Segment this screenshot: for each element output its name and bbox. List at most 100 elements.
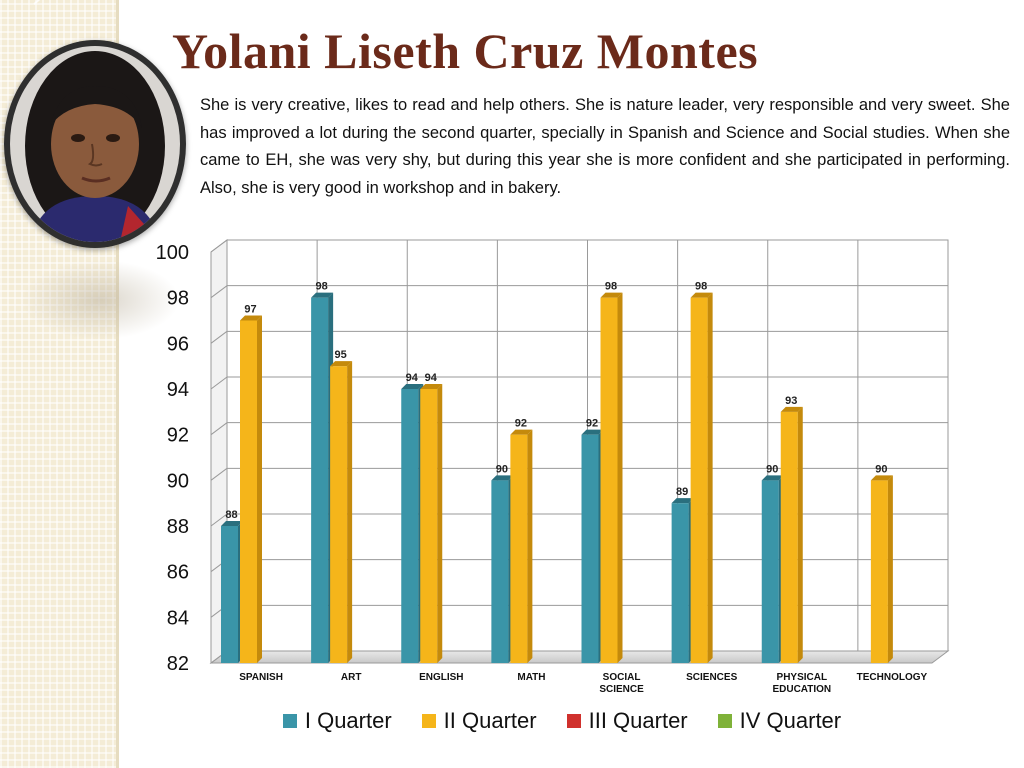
bar-side <box>527 429 533 663</box>
legend-swatch-q3 <box>566 714 581 728</box>
chart-legend: I Quarter II Quarter III Quarter IV Quar… <box>0 708 1024 734</box>
x-tick-label: MATH <box>517 672 545 683</box>
bar-front <box>761 480 779 663</box>
bar <box>581 429 604 663</box>
data-label: 98 <box>605 281 617 293</box>
y-tick-label: 90 <box>167 470 189 492</box>
data-label: 94 <box>425 372 438 384</box>
data-label: 92 <box>515 418 527 430</box>
bar-top <box>671 498 694 504</box>
decorative-glow <box>20 260 180 340</box>
bar-front <box>690 297 708 663</box>
bar-front <box>221 526 238 663</box>
bar-side <box>797 406 803 663</box>
gridline-side <box>210 376 228 390</box>
bar <box>671 498 694 663</box>
x-tick-label-line: MATH <box>517 672 545 683</box>
x-tick-label: SPANISH <box>239 672 283 683</box>
bar <box>690 292 713 663</box>
bar <box>600 292 623 663</box>
bar-front <box>671 503 689 663</box>
x-tick-label-line: ART <box>341 672 362 683</box>
legend-swatch-q4 <box>717 714 732 728</box>
bar-front <box>870 480 888 663</box>
x-tick-label-line: SOCIAL <box>603 672 641 683</box>
bar-top <box>510 429 533 435</box>
x-tick-label-line: ENGLISH <box>419 672 463 683</box>
y-tick-label: 86 <box>167 562 189 584</box>
bar <box>510 429 533 663</box>
legend-label-q2: II Quarter <box>443 708 537 733</box>
bar-top <box>221 521 243 526</box>
legend-item-q4: IV Quarter <box>717 708 841 734</box>
bar-front <box>401 389 419 663</box>
data-label: 90 <box>875 463 887 475</box>
y-tick-label: 88 <box>167 516 189 538</box>
x-tick-label: PHYSICAL EDUCATION <box>772 672 831 695</box>
x-tick-label-line: PHYSICAL <box>777 672 828 683</box>
bar-top <box>690 292 713 298</box>
gridline-side <box>210 467 228 481</box>
x-tick-label-line: EDUCATION <box>772 684 831 695</box>
bar-top <box>330 361 353 367</box>
student-photo-frame <box>4 40 186 248</box>
y-tick-label: 92 <box>167 425 189 447</box>
gridline-side <box>210 422 228 436</box>
y-tick-label: 98 <box>167 288 189 310</box>
bar <box>870 475 893 663</box>
y-tick-label: 100 <box>156 242 189 264</box>
bar-top <box>870 475 893 481</box>
chart-bars <box>221 292 893 663</box>
gridline-side <box>210 285 228 299</box>
data-label: 88 <box>225 509 237 521</box>
bar-top <box>491 475 514 481</box>
student-photo <box>10 46 180 242</box>
bar <box>221 521 243 663</box>
bar-side <box>617 292 623 663</box>
y-tick-label: 96 <box>167 333 189 355</box>
bar <box>330 361 353 663</box>
bar-top <box>780 406 803 412</box>
x-tick-label-line: TECHNOLOGY <box>857 672 928 683</box>
x-tick-label-line: SCIENCES <box>686 672 737 683</box>
y-tick-label: 82 <box>167 653 189 675</box>
data-label: 95 <box>335 349 347 361</box>
page-title: Yolani Liseth Cruz Montes <box>172 23 759 79</box>
y-tick-label: 84 <box>167 607 189 629</box>
bar-front <box>330 366 348 663</box>
bar-front <box>780 411 798 663</box>
data-label: 94 <box>406 372 419 384</box>
legend-swatch-q1 <box>282 714 297 728</box>
student-portrait-icon <box>10 46 180 242</box>
bar-front <box>420 389 438 663</box>
bar-front <box>510 434 528 663</box>
bar <box>780 406 803 663</box>
decorative-arc <box>0 0 224 204</box>
bar-top <box>600 292 623 298</box>
data-label: 98 <box>695 281 707 293</box>
gridline-side <box>210 330 228 344</box>
x-tick-label: SCIENCES <box>686 672 737 683</box>
bar-side <box>707 292 713 663</box>
bar-front <box>491 480 509 663</box>
data-label: 97 <box>244 304 256 316</box>
data-label: 98 <box>316 281 328 293</box>
data-label: 89 <box>676 486 688 498</box>
bar <box>401 384 424 663</box>
x-tick-label: SOCIAL SCIENCE <box>599 672 644 695</box>
x-tick-label: ART <box>341 672 362 683</box>
bar-top <box>240 315 262 321</box>
x-tick-label: ENGLISH <box>419 672 463 683</box>
x-tick-label-line: SCIENCE <box>599 684 644 695</box>
y-axis: 82 84 86 88 90 92 94 96 98 100 <box>156 242 189 675</box>
bar-side <box>437 384 443 663</box>
bar-side <box>257 315 262 663</box>
legend-item-q2: II Quarter <box>421 708 537 734</box>
bar-front <box>240 320 257 663</box>
legend-item-q3: III Quarter <box>566 708 688 734</box>
bar <box>420 384 443 663</box>
legend-swatch-q2 <box>421 714 436 728</box>
bar-front <box>600 297 618 663</box>
bar-top <box>401 384 424 389</box>
